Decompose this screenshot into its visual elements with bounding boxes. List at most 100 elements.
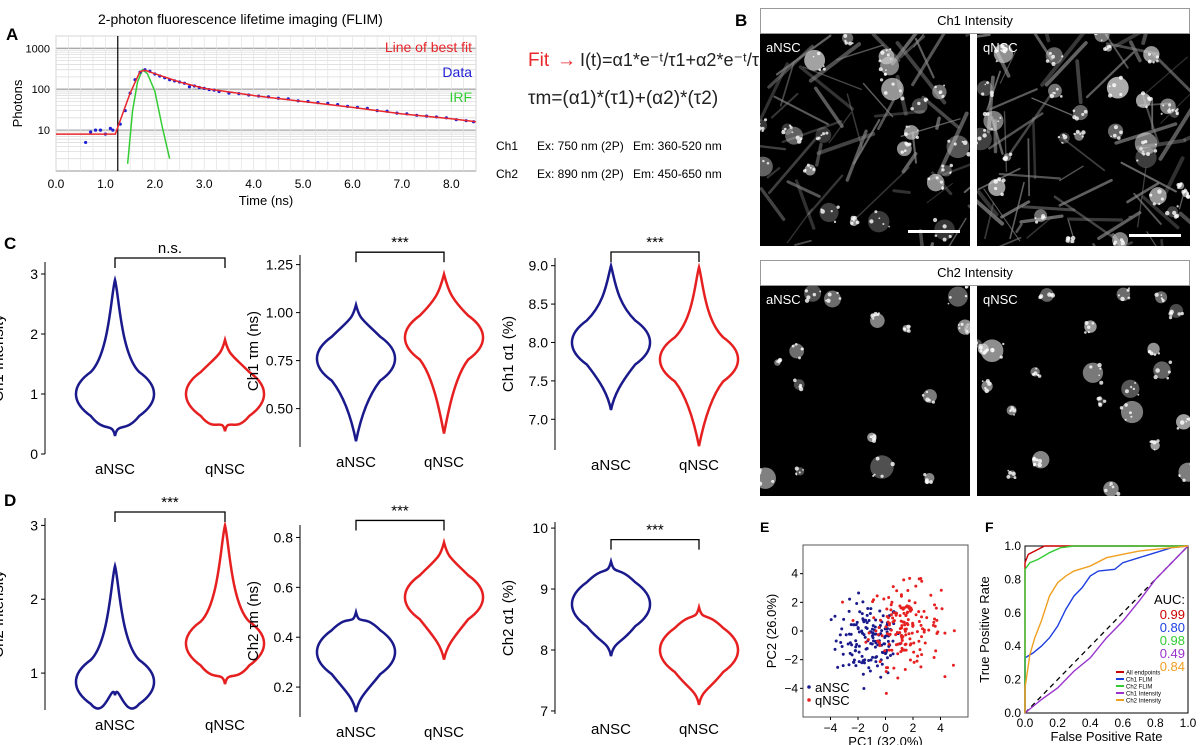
pca-point — [872, 616, 876, 620]
pca-point — [934, 606, 938, 610]
cell-speckle — [852, 219, 855, 222]
pca-x-tick: 2 — [910, 721, 917, 735]
pca-point — [855, 602, 859, 606]
cell-speckle — [964, 286, 968, 289]
cell-speckle — [822, 65, 825, 68]
cell-speckle — [1130, 385, 1133, 389]
violin-y-label: Ch2 τm (ns) — [245, 581, 262, 661]
violin-ch2-intensity: 1 2 3 Ch2 Intensity aNSC qNSC *** — [0, 494, 266, 734]
cell-body — [1103, 481, 1119, 496]
pca-point — [841, 652, 845, 656]
decay-y-label: Photons — [10, 79, 25, 127]
pca-point — [855, 642, 859, 646]
cell-process — [1158, 107, 1190, 161]
cell-body — [1143, 46, 1160, 63]
cell-speckle — [800, 348, 803, 351]
cell-process — [1133, 192, 1162, 225]
cell-speckle — [1147, 59, 1152, 64]
pca-point — [874, 660, 878, 664]
scale-bar — [908, 230, 960, 233]
pca-point — [879, 632, 883, 636]
decay-x-tick: 8.0 — [443, 177, 460, 191]
cell-speckle — [1152, 61, 1155, 64]
cell-speckle — [761, 129, 764, 132]
cell-speckle — [1146, 152, 1150, 156]
cell-speckle — [994, 49, 998, 53]
data-point — [108, 126, 112, 131]
cell-speckle — [1156, 439, 1160, 443]
pca-point — [916, 654, 920, 658]
cell-speckle — [1160, 294, 1163, 296]
cell-speckle — [1104, 48, 1107, 51]
cell-speckle — [812, 292, 817, 297]
cell-speckle — [885, 49, 888, 52]
pca-point — [933, 603, 937, 607]
pca-point — [902, 578, 906, 582]
pca-point — [896, 676, 900, 680]
cell-body — [946, 135, 970, 159]
cell-process — [1141, 195, 1180, 230]
cell-speckle — [1145, 105, 1148, 109]
pca-point — [889, 628, 893, 632]
pca-point — [863, 658, 867, 662]
cell-body — [993, 43, 1014, 64]
violin-y-tick: 1.25 — [266, 257, 293, 273]
cell-speckle — [985, 112, 990, 116]
cell-process — [1026, 216, 1053, 239]
violin-y-label: Ch2 α1 (%) — [500, 580, 517, 656]
cell-speckle — [978, 345, 983, 350]
cell-process — [1160, 93, 1190, 124]
cell-speckle — [782, 129, 784, 132]
pca-point — [900, 646, 904, 650]
pca-point — [884, 652, 888, 656]
cell-speckle — [977, 141, 978, 145]
panel-letter-d: D — [4, 491, 16, 510]
violin-category-label: aNSC — [591, 721, 631, 738]
cell-speckle — [880, 50, 885, 55]
pca-point — [934, 649, 938, 653]
pca-point — [920, 615, 924, 619]
cell-speckle — [761, 126, 765, 131]
cell-speckle — [1099, 380, 1104, 385]
cell-speckle — [1180, 311, 1184, 316]
significance-bracket — [610, 538, 700, 550]
pca-point — [856, 627, 860, 631]
roc-legend-item: Ch2 Intensity — [1126, 699, 1161, 705]
roc-y-tick: 0.0 — [1004, 706, 1021, 720]
pca-point — [836, 665, 840, 669]
cell-speckle — [1158, 202, 1161, 206]
pca-point — [901, 620, 905, 624]
pca-y-tick: 2 — [791, 595, 798, 609]
pca-point — [892, 611, 896, 615]
pca-point — [884, 670, 888, 674]
cell-speckle — [1121, 240, 1125, 243]
ch1-qnsc-image: qNSC — [977, 34, 1190, 246]
roc-y-tick: 0.6 — [1004, 606, 1021, 620]
violin-category-label: qNSC — [679, 457, 719, 474]
flim-title: 2-photon fluorescence lifetime imaging (… — [98, 11, 383, 27]
pca-point — [868, 669, 872, 673]
cell-speckle — [1081, 135, 1084, 138]
cell-process — [1085, 51, 1135, 99]
auc-value: 0.99 — [1160, 607, 1185, 622]
decay-y-tick: 100 — [32, 84, 50, 96]
cell-speckle — [890, 461, 895, 467]
pca-point — [829, 618, 833, 622]
cell-speckle — [826, 298, 831, 303]
cell-speckle — [836, 205, 840, 209]
violin-category-label: qNSC — [424, 454, 464, 471]
roc-legend-item: Ch1 FLIM — [1126, 678, 1152, 684]
ch2-ansc-image: aNSC — [760, 286, 970, 496]
pca-point — [940, 607, 944, 611]
pca-point — [906, 588, 910, 592]
cell-process — [1067, 220, 1074, 237]
pca-point — [905, 604, 909, 608]
pca-point — [833, 614, 837, 618]
cell-speckle — [802, 469, 804, 471]
pca-point — [935, 618, 939, 622]
cell-speckle — [1011, 471, 1016, 476]
cell-speckle — [1109, 482, 1113, 486]
cell-speckle — [850, 221, 854, 225]
ch1-anscimage-texture — [760, 34, 970, 246]
